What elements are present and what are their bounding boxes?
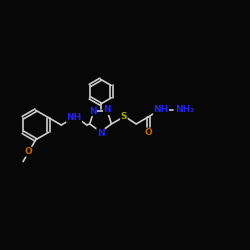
Text: N: N bbox=[97, 128, 104, 138]
Text: S: S bbox=[120, 112, 127, 121]
Text: O: O bbox=[145, 128, 152, 137]
Text: N: N bbox=[104, 106, 111, 114]
Text: O: O bbox=[25, 147, 33, 156]
Text: N: N bbox=[89, 107, 96, 116]
Text: NH₂: NH₂ bbox=[175, 105, 195, 114]
Text: NH: NH bbox=[66, 113, 82, 122]
Text: NH: NH bbox=[153, 105, 168, 114]
